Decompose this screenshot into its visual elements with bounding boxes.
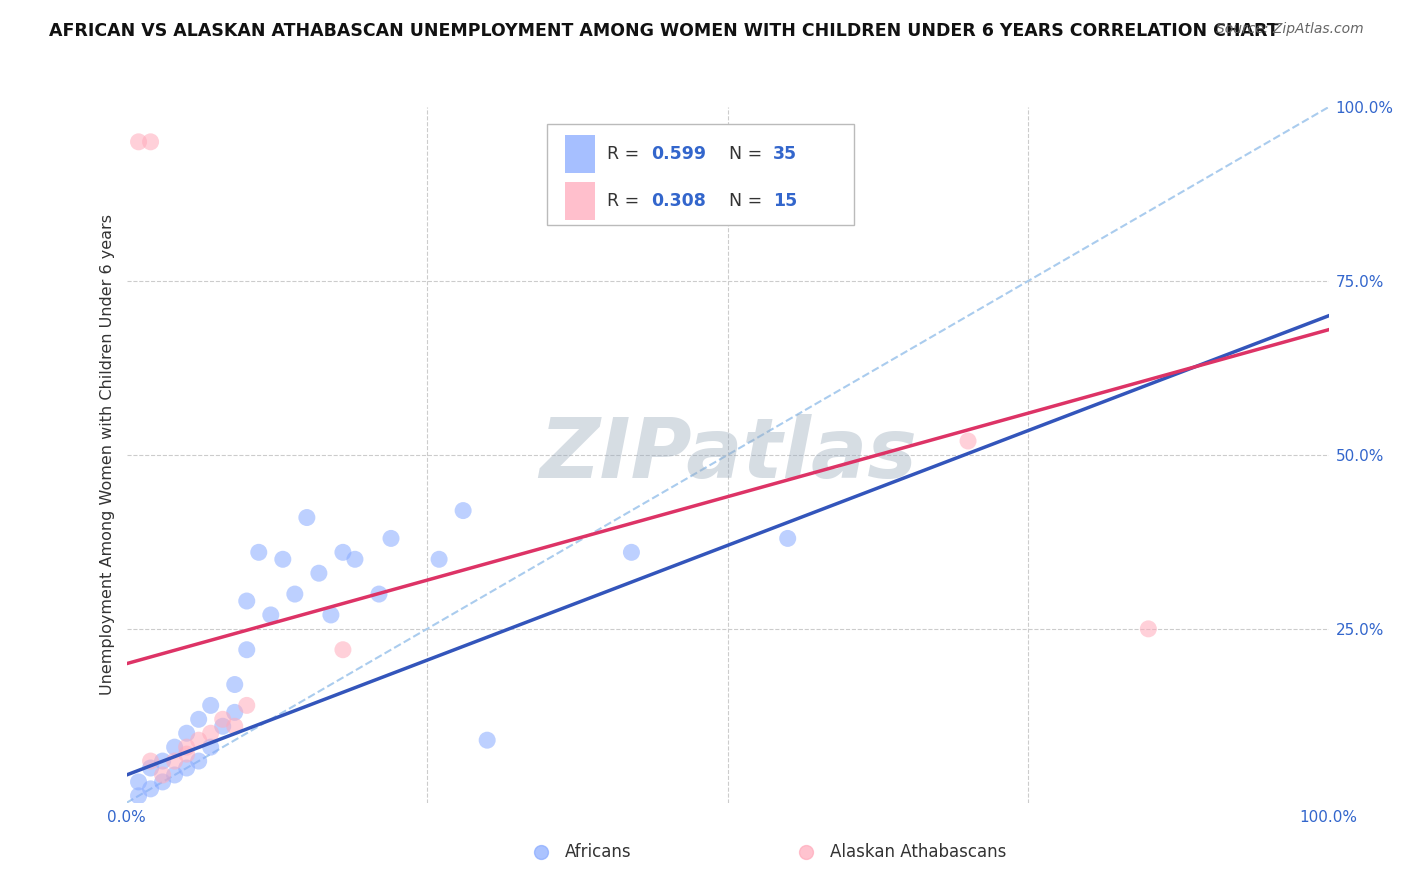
Text: Alaskan Athabascans: Alaskan Athabascans [830,843,1007,861]
Bar [565,135,595,173]
Point [139,754,162,768]
Point [475,733,498,747]
Point [247,545,270,559]
Point [211,719,233,733]
Point [794,845,817,859]
Text: 0.308: 0.308 [651,193,706,211]
Point [163,768,186,782]
Point [295,510,318,524]
Point [284,587,307,601]
Point [211,712,233,726]
FancyBboxPatch shape [547,124,853,226]
Point [427,552,450,566]
Point [451,503,474,517]
Point [163,740,186,755]
Point [139,781,162,796]
Point [319,607,342,622]
Point [152,775,174,789]
Point [200,698,222,713]
Point [776,532,799,546]
Text: 15: 15 [773,193,797,211]
Point [176,747,198,761]
Point [224,706,246,720]
Text: Source: ZipAtlas.com: Source: ZipAtlas.com [1216,22,1364,37]
Text: R =: R = [607,193,645,211]
Point [139,135,162,149]
Point [139,761,162,775]
Text: R =: R = [607,145,645,163]
Point [1137,622,1160,636]
Point [187,733,209,747]
Point [128,775,150,789]
Point [260,607,283,622]
Text: Africans: Africans [565,843,631,861]
Y-axis label: Unemployment Among Women with Children Under 6 years: Unemployment Among Women with Children U… [100,214,115,696]
Point [271,552,294,566]
Point [224,677,246,691]
Point [200,726,222,740]
Text: AFRICAN VS ALASKAN ATHABASCAN UNEMPLOYMENT AMONG WOMEN WITH CHILDREN UNDER 6 YEA: AFRICAN VS ALASKAN ATHABASCAN UNEMPLOYME… [49,22,1279,40]
Point [152,754,174,768]
Point [200,740,222,755]
Point [332,545,354,559]
Point [152,768,174,782]
Point [956,434,979,448]
Point [187,712,209,726]
Point [380,532,402,546]
Point [235,698,259,713]
Point [530,845,553,859]
Text: 0.599: 0.599 [651,145,706,163]
Text: 35: 35 [773,145,797,163]
Point [187,754,209,768]
Point [620,545,643,559]
Point [176,761,198,775]
Text: ZIPatlas: ZIPatlas [538,415,917,495]
Point [332,642,354,657]
Point [176,726,198,740]
Point [128,789,150,803]
Point [235,594,259,608]
Text: N =: N = [718,193,768,211]
Point [224,719,246,733]
Bar [565,182,595,220]
Point [176,740,198,755]
Point [235,642,259,657]
Point [128,135,150,149]
Point [308,566,330,581]
Point [343,552,366,566]
Text: N =: N = [718,145,768,163]
Point [368,587,391,601]
Point [163,754,186,768]
